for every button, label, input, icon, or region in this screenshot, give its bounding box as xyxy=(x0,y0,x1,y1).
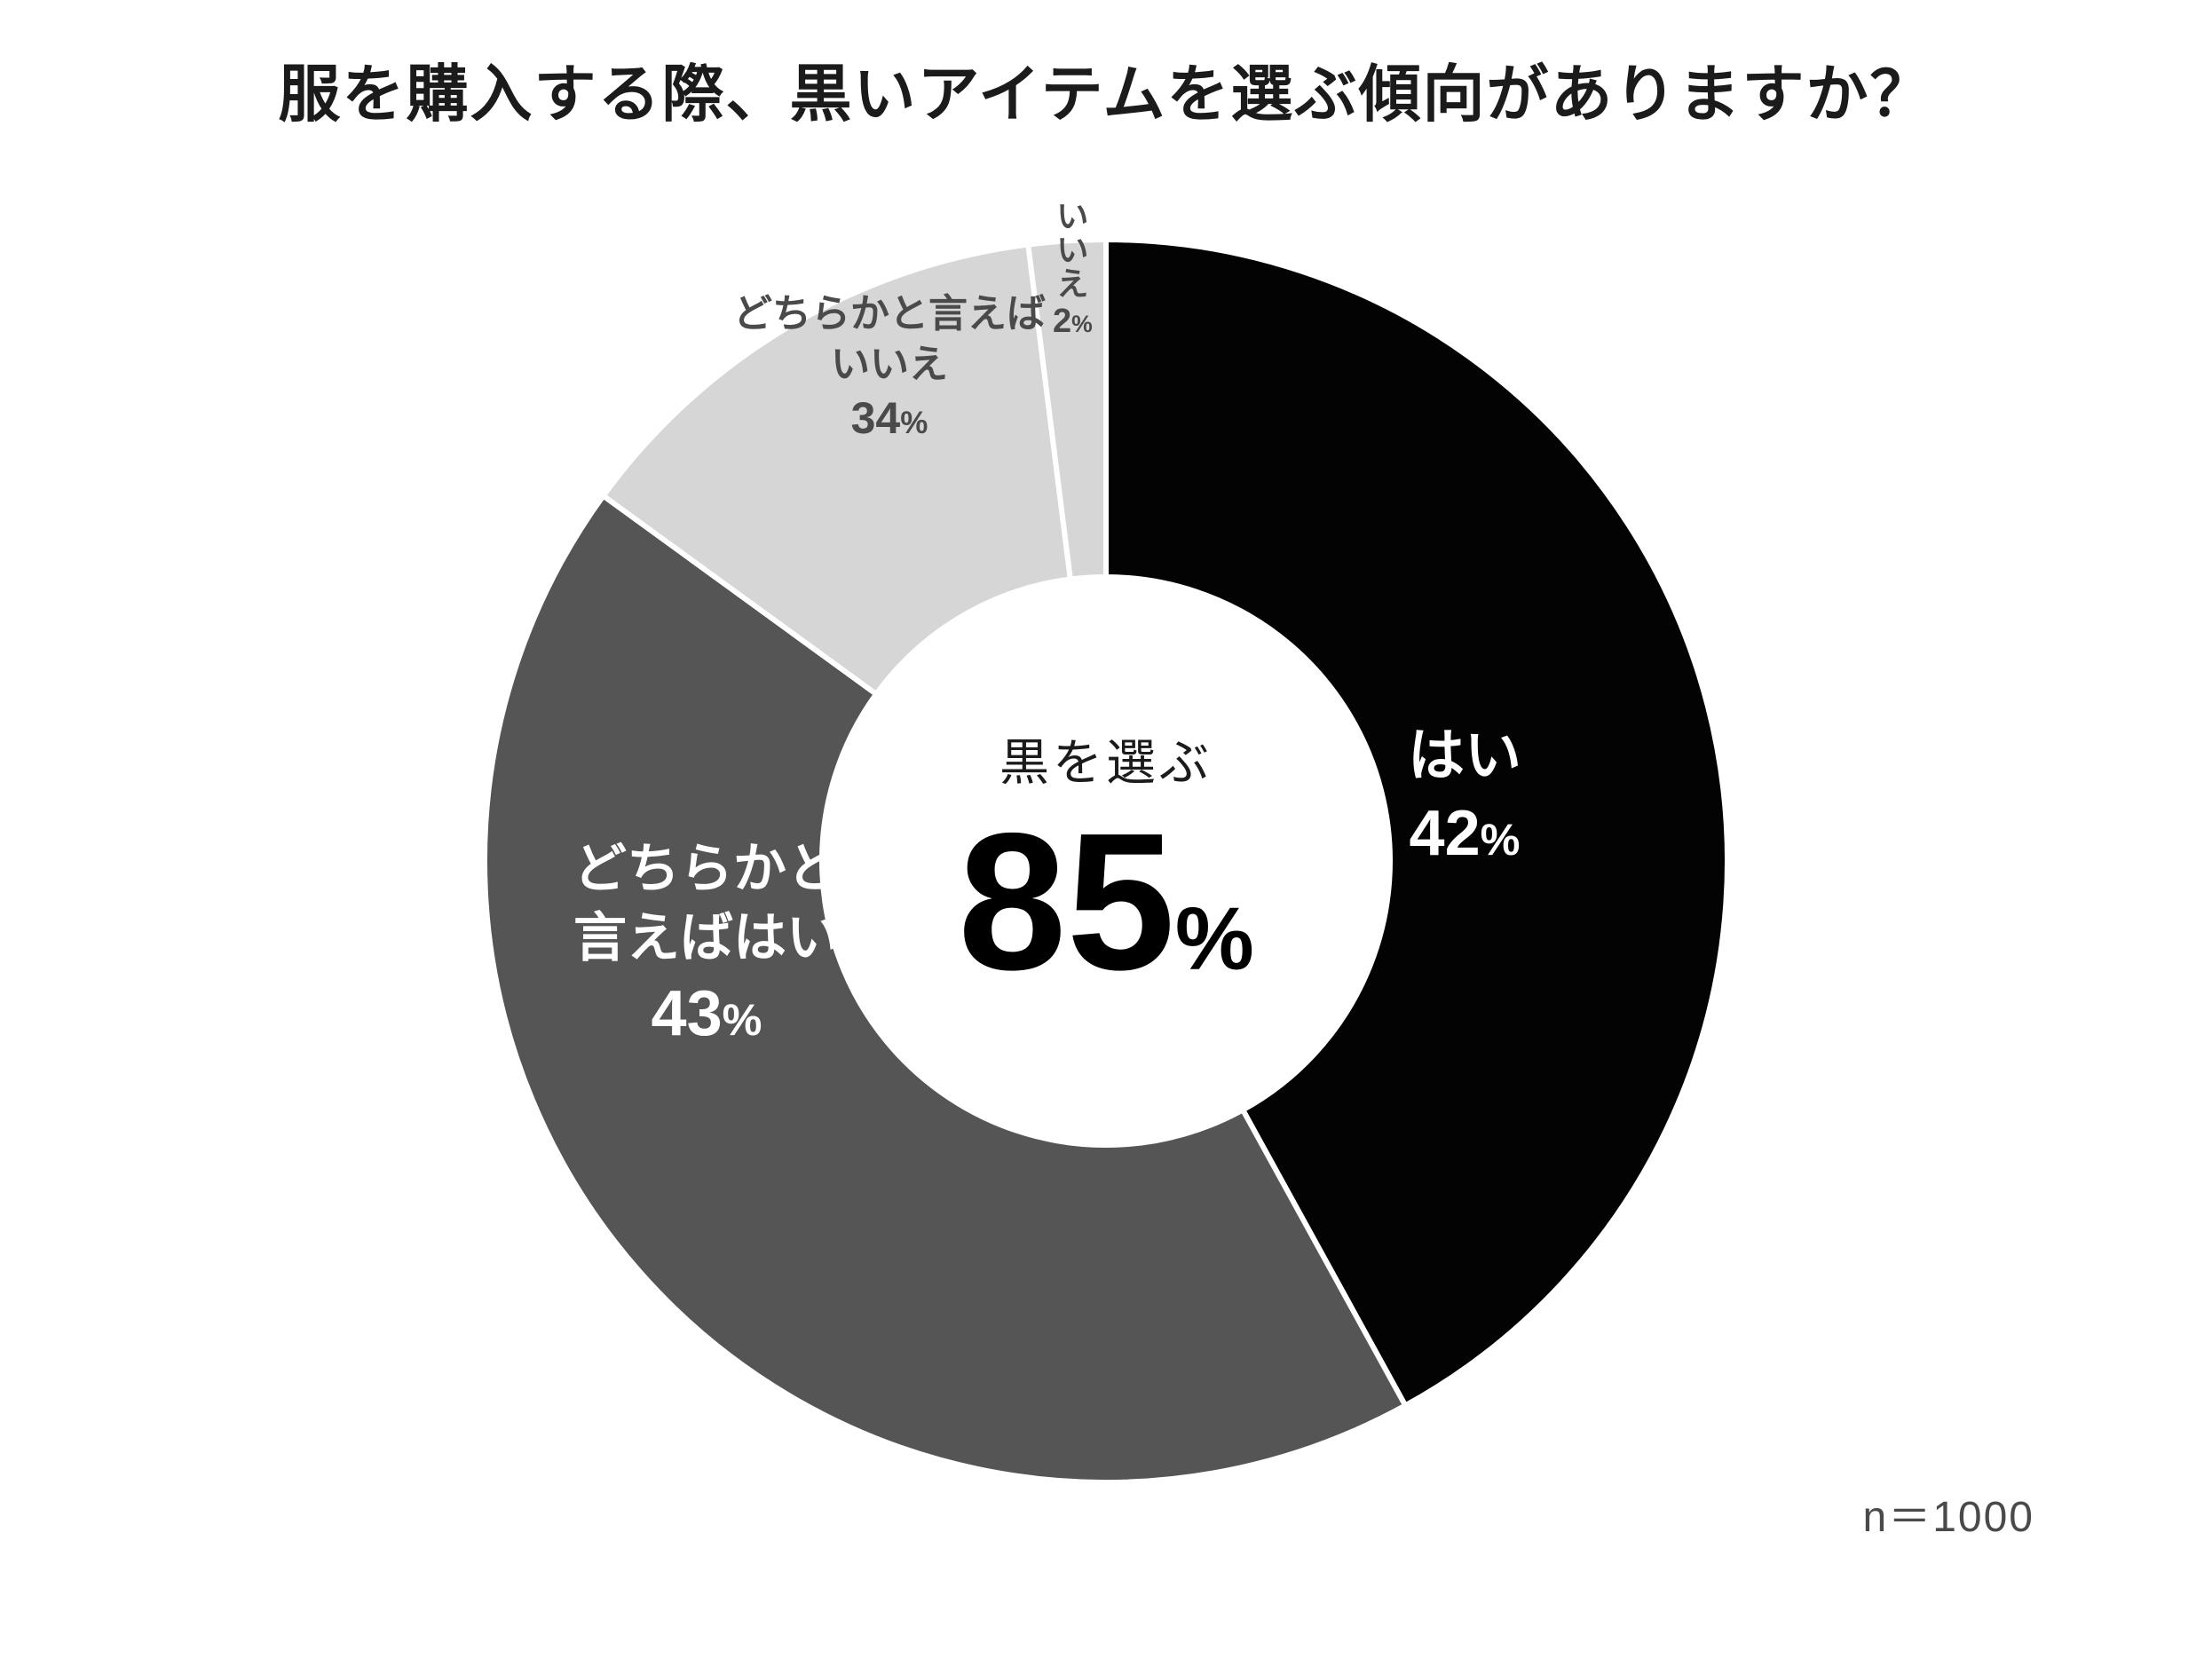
slice-name-no: い い え xyxy=(1053,200,1093,300)
center-caption: 黒を選ぶ xyxy=(958,723,1254,795)
slice-label-rather-yes: どちらかと 言えばはい43% xyxy=(573,834,840,1056)
page: 服を購入する際、黒いアイテムを選ぶ傾向がありますか？ 黒を選ぶ 85% はい42… xyxy=(0,0,2212,1659)
slice-value-rather-no: 34% xyxy=(733,390,1046,447)
center-value: 85% xyxy=(958,804,1254,999)
chart-title: 服を購入する際、黒いアイテムを選ぶ傾向がありますか？ xyxy=(0,44,2212,134)
center-value-suffix: % xyxy=(1175,889,1254,989)
slice-value-rather-yes: 43% xyxy=(573,973,840,1056)
slice-label-no: い い え2% xyxy=(1053,200,1093,344)
slice-label-rather-no: どちらかと言えば いいえ34% xyxy=(733,288,1046,447)
slice-value-no: 2% xyxy=(1053,300,1093,344)
slice-value-yes: 42% xyxy=(1408,793,1521,876)
donut-chart: 黒を選ぶ 85% はい42% どちらかと 言えばはい43% どちらかと言えば いいえ… xyxy=(440,195,1772,1527)
slice-name-rather-no: どちらかと言えば いいえ xyxy=(733,288,1046,390)
slice-label-yes: はい42% xyxy=(1408,719,1521,876)
donut-center: 黒を選ぶ 85% xyxy=(958,723,1254,999)
sample-size-note: n＝1000 xyxy=(1863,1481,2034,1544)
center-value-number: 85 xyxy=(958,793,1175,1011)
slice-name-rather-yes: どちらかと 言えばはい xyxy=(573,834,840,973)
slice-name-yes: はい xyxy=(1408,719,1521,793)
